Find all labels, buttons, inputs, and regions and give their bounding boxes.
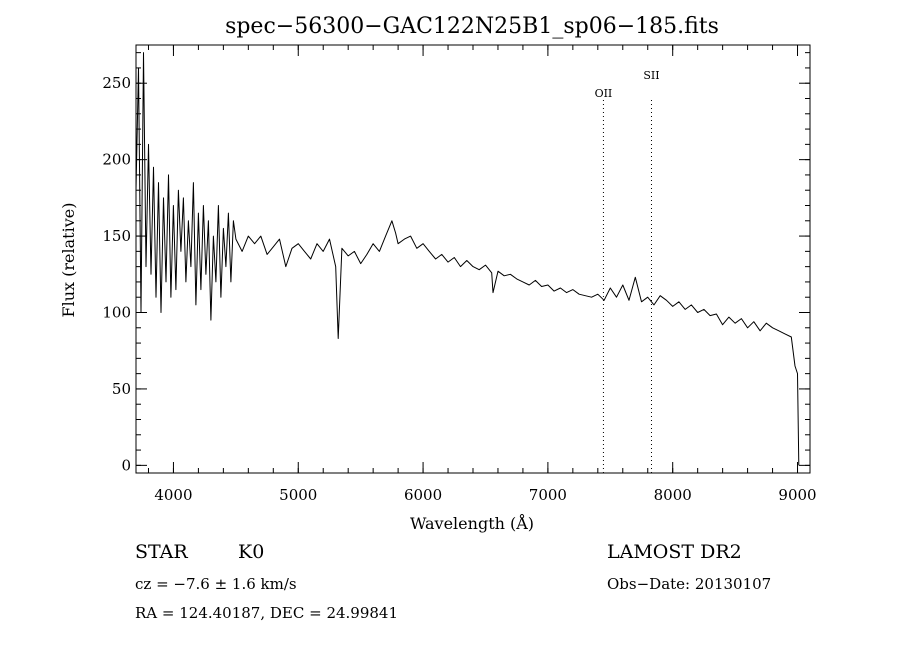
plot-frame [135,44,811,474]
y-tick-label: 100 [102,304,131,322]
y-tick-label: 50 [112,380,131,398]
marker-label-sii: SII [643,69,659,82]
coordinates: RA = 124.40187, DEC = 24.99841 [135,604,399,622]
x-tick-label: 4000 [154,486,192,504]
series-layer [135,52,800,466]
redshift-readout: cz = −7.6 ± 1.6 km/s [135,575,297,593]
marker-label-oii: OII [595,87,613,100]
y-tick-label: 200 [102,151,131,169]
x-tick-label: 9000 [778,486,816,504]
chart-title: spec−56300−GAC122N25B1_sp06−185.fits [225,14,719,39]
y-axis-label: Flux (relative) [59,203,78,318]
x-tick-label: 8000 [654,486,692,504]
survey-name: LAMOST DR2 [607,541,742,563]
x-tick-label: 5000 [279,486,317,504]
y-tick-label: 0 [121,456,131,474]
object-type: STAR [135,541,188,563]
y-tick-label: 250 [102,74,131,92]
spectral-subclass: K0 [238,541,265,563]
x-tick-label: 7000 [529,486,567,504]
x-axis-label: Wavelength (Å) [410,513,534,533]
x-tick-label: 6000 [404,486,442,504]
obs-date: Obs−Date: 20130107 [607,575,772,593]
line-markers: OII SII [595,69,660,473]
spectrum-line-0 [135,52,800,466]
y-tick-label: 150 [102,227,131,245]
axes: 4000 5000 6000 7000 8000 9000 0 50 100 150 200 250 [102,44,817,504]
